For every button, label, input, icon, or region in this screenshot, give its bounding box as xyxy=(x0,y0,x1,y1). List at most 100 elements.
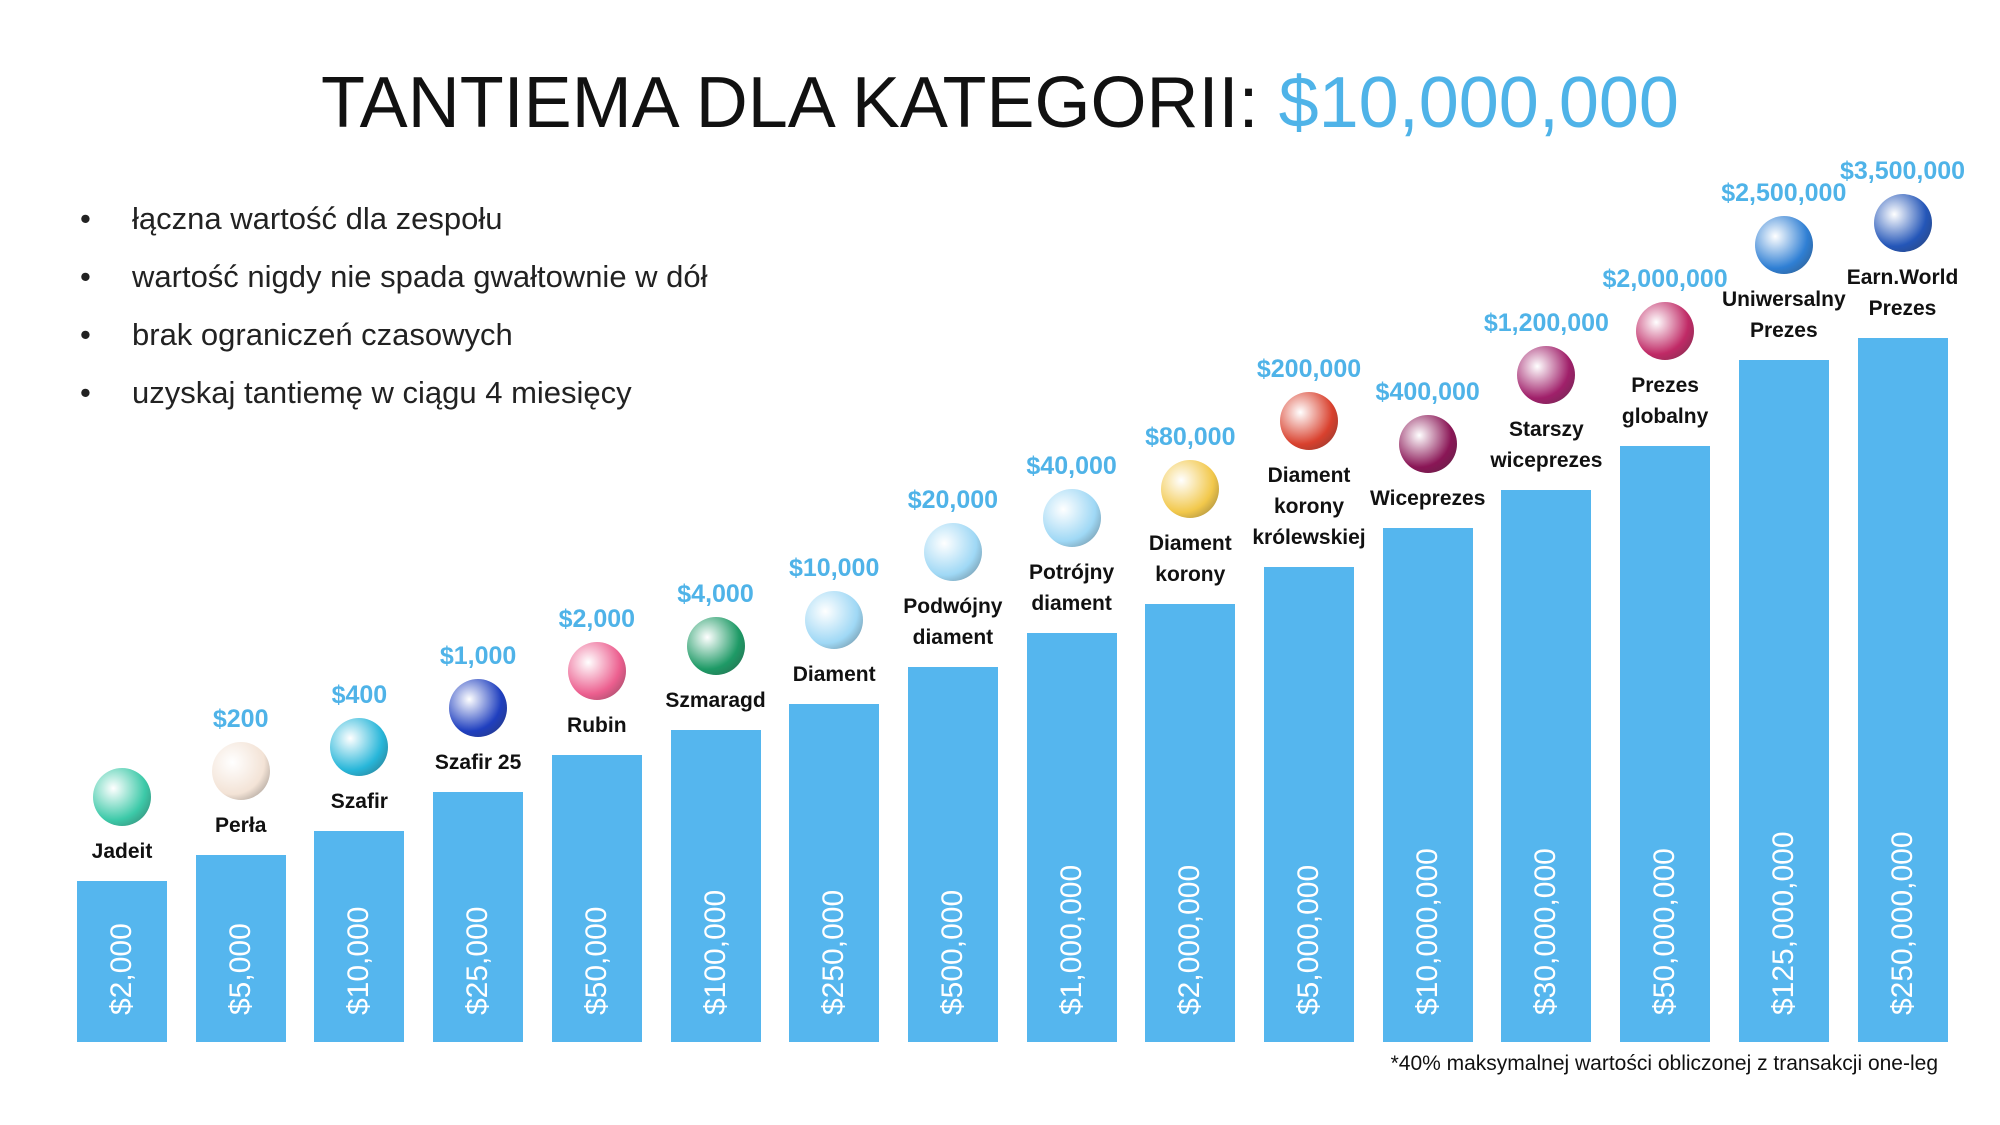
bullet: uzyskaj tantiemę w ciągu 4 miesięcy xyxy=(80,370,708,428)
reward: $1,000 xyxy=(439,642,517,670)
bar: $125,000,000 xyxy=(1738,360,1829,1042)
rank-header: $4,000 Szmaragd xyxy=(648,580,784,716)
threshold-label: $2,000 xyxy=(105,923,138,1015)
rank-name: Rubin xyxy=(567,714,627,737)
rank-header: $1,000 Szafir 25 xyxy=(410,642,546,778)
bullet: wartość nigdy nie spada gwałtownie w dół xyxy=(80,254,708,312)
threshold-label: $25,000 xyxy=(461,906,495,1015)
threshold-label: $500,000 xyxy=(935,889,969,1015)
rank-icon xyxy=(686,617,745,675)
bar: $5,000,000 xyxy=(1264,567,1354,1042)
threshold-label: $5,000 xyxy=(223,923,257,1015)
rank-name: Wiceprezes xyxy=(1370,487,1486,510)
reward: $400 xyxy=(331,681,388,709)
rank-name: Diament korony królewskiej xyxy=(1252,464,1366,549)
bar: $2,000,000 xyxy=(1145,604,1236,1042)
rank-name: Szmaragd xyxy=(665,689,766,712)
bar: $10,000 xyxy=(314,831,405,1042)
reward: $3,500,000 xyxy=(1839,157,1966,185)
threshold-label: $10,000,000 xyxy=(1410,848,1444,1015)
threshold-label: $100,000 xyxy=(698,889,732,1015)
reward: $2,000,000 xyxy=(1602,265,1728,293)
rank-header: $40,000 Potrójny diament xyxy=(1004,452,1140,619)
threshold-label: $5,000,000 xyxy=(1292,864,1325,1015)
reward: $10,000 xyxy=(789,554,880,582)
rank-icon xyxy=(449,679,508,737)
rank-header: $200,000 Diament korony królewskiej xyxy=(1241,355,1377,553)
rank-icon xyxy=(211,742,270,800)
reward: $200 xyxy=(212,705,269,733)
threshold-label: $250,000,000 xyxy=(1885,831,1919,1015)
rank-name: Earn.World Prezes xyxy=(1846,266,1959,320)
rank-name: Potrójny diament xyxy=(1029,561,1115,615)
rank-header: $80,000 Diament korony xyxy=(1122,423,1258,590)
rank-header: $1,200,000 Starszy wiceprezes xyxy=(1478,309,1614,476)
rank-icon xyxy=(1042,489,1101,547)
rank-name: Szafir xyxy=(330,790,388,813)
reward: $400,000 xyxy=(1375,378,1480,406)
rank-icon xyxy=(1636,302,1695,360)
rank-header: $400,000 Wiceprezes xyxy=(1360,378,1496,514)
threshold-label: $125,000,000 xyxy=(1766,831,1800,1015)
bullet: łączna wartość dla zespołu xyxy=(80,196,708,254)
rank-name: Podwójny diament xyxy=(903,595,1003,649)
rank-name: Prezes globalny xyxy=(1621,374,1709,428)
reward: $200,000 xyxy=(1256,355,1362,383)
rank-header: $2,000 Rubin xyxy=(529,605,665,741)
rank-icon xyxy=(1161,460,1220,518)
rank-name: Szafir 25 xyxy=(434,751,522,774)
bar: $250,000,000 xyxy=(1857,338,1948,1042)
reward: $20,000 xyxy=(907,486,999,514)
rank-name: Perła xyxy=(215,814,267,837)
threshold-label: $50,000,000 xyxy=(1648,848,1682,1015)
threshold-label: $30,000,000 xyxy=(1529,848,1563,1015)
bar: $1,000,000 xyxy=(1026,633,1117,1042)
rank-header: $20,000 Podwójny diament xyxy=(885,486,1021,653)
rank-header: $2,000,000 Prezes globalny xyxy=(1597,265,1733,432)
bullet: brak ograniczeń czasowych xyxy=(80,312,708,370)
threshold-label: $1,000,000 xyxy=(1054,864,1088,1015)
rank-header: Jadeit xyxy=(54,768,190,867)
bar: $50,000,000 xyxy=(1620,446,1711,1042)
bullet-list: łączna wartość dla zespołuwartość nigdy … xyxy=(80,196,708,428)
rank-name: Jadeit xyxy=(91,840,153,863)
threshold-label: $10,000 xyxy=(342,906,376,1015)
bar: $5,000 xyxy=(195,855,286,1042)
reward: $4,000 xyxy=(677,580,754,608)
threshold-label: $50,000 xyxy=(579,906,613,1015)
title: TANTIEMA DLA KATEGORII: $10,000,000 xyxy=(0,62,2000,144)
threshold-label: $2,000,000 xyxy=(1173,864,1207,1015)
rank-name: Starszy wiceprezes xyxy=(1490,418,1603,472)
bar: $2,000 xyxy=(77,881,167,1042)
reward: $2,500,000 xyxy=(1721,179,1847,207)
rank-icon xyxy=(1754,216,1813,274)
rank-header: $200 Perła xyxy=(173,705,309,841)
rank-name: Uniwersalny Prezes xyxy=(1721,288,1846,342)
threshold-label: $250,000 xyxy=(817,889,851,1015)
bar: $25,000 xyxy=(433,792,524,1042)
rank-name: Diament xyxy=(792,663,876,686)
bar: $50,000 xyxy=(551,755,642,1042)
rank-name: Diament korony xyxy=(1148,532,1232,586)
rank-icon xyxy=(1398,415,1457,473)
bar: $100,000 xyxy=(670,730,761,1042)
reward: $2,000 xyxy=(558,605,636,633)
rank-header: $2,500,000 Uniwersalny Prezes xyxy=(1716,179,1852,346)
bar: $500,000 xyxy=(907,667,998,1042)
rank-icon xyxy=(1517,346,1576,404)
bar: $10,000,000 xyxy=(1382,528,1473,1042)
bar: $30,000,000 xyxy=(1501,490,1592,1042)
footnote: *40% maksymalnej wartości obliczonej z t… xyxy=(1390,1052,1938,1075)
rank-icon xyxy=(1873,194,1932,252)
reward: $40,000 xyxy=(1026,452,1117,480)
bar: $250,000 xyxy=(789,704,880,1042)
rank-icon xyxy=(93,768,151,826)
rank-icon xyxy=(1280,392,1338,450)
rank-header: $10,000 Diament xyxy=(766,554,902,690)
rank-icon xyxy=(923,523,982,581)
rank-header: $3,500,000 Earn.World Prezes xyxy=(1835,157,1971,324)
rank-icon xyxy=(567,642,626,700)
reward: $1,200,000 xyxy=(1483,309,1609,337)
title-amount: $10,000,000 xyxy=(1278,63,1679,143)
